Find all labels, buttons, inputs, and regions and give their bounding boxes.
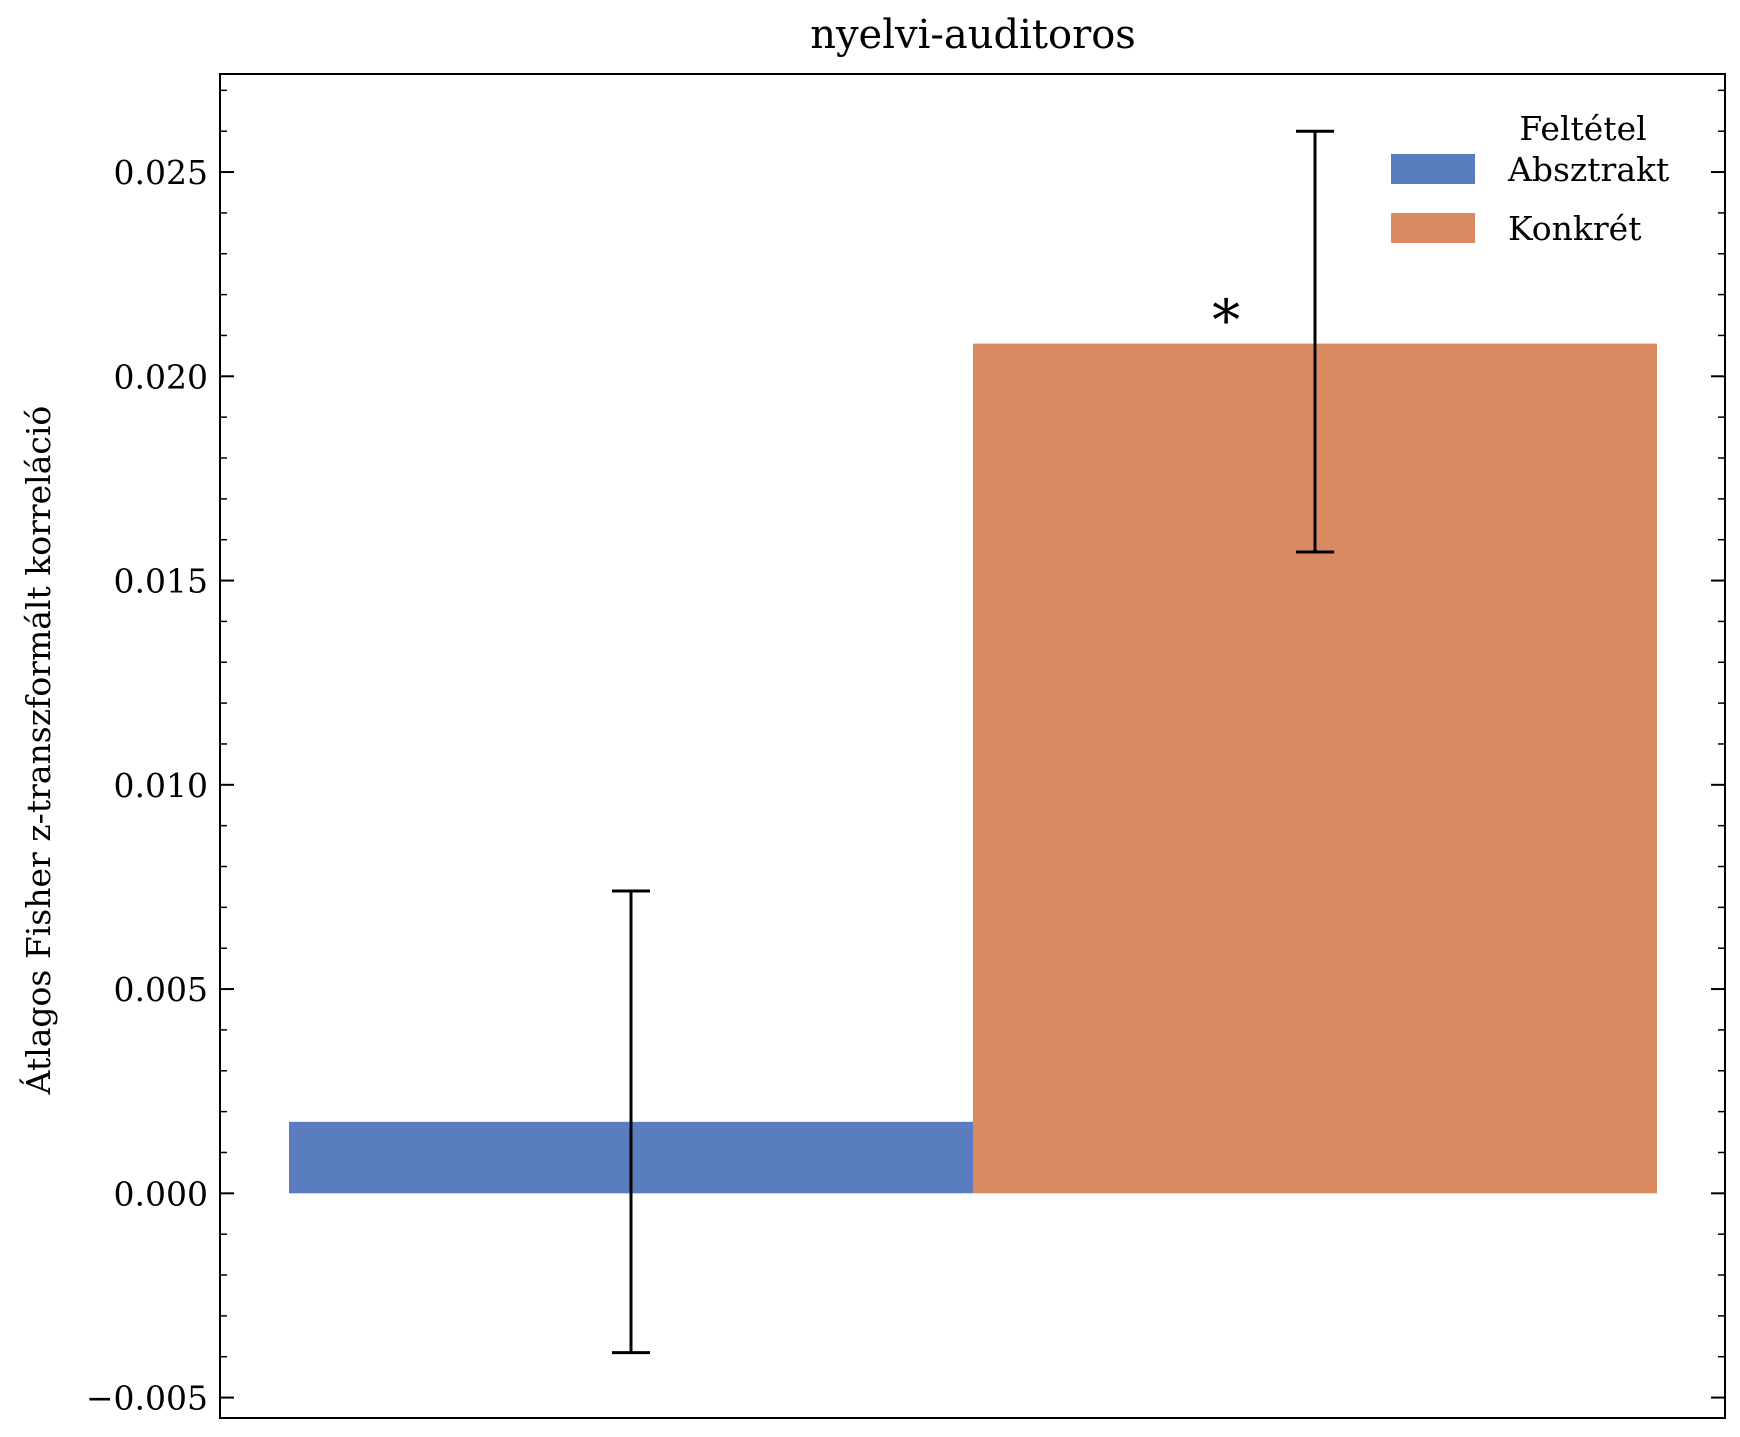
y-tick-label-6: 0.025 bbox=[114, 153, 208, 192]
legend-swatch-1 bbox=[1391, 213, 1475, 243]
legend-swatch-0 bbox=[1391, 154, 1475, 184]
y-tick-label-3: 0.010 bbox=[114, 766, 208, 805]
y-tick-label-2: 0.005 bbox=[114, 970, 208, 1009]
legend-label-1: Konkrét bbox=[1508, 209, 1641, 248]
chart-title: nyelvi-auditoros bbox=[810, 12, 1136, 58]
plot-area: * −0.005 0.000 0.005 0.010 0.015 0.020 0.025 bbox=[86, 73, 1726, 1419]
error-bar-0 bbox=[612, 889, 650, 1355]
y-tick-label-4: 0.015 bbox=[114, 562, 208, 601]
legend: Feltétel Absztrakt Konkrét bbox=[1391, 109, 1669, 248]
legend-title: Feltétel bbox=[1519, 109, 1646, 148]
legend-label-0: Absztrakt bbox=[1507, 150, 1669, 189]
y-tick-label-5: 0.020 bbox=[114, 357, 208, 396]
error-bar-1 bbox=[1296, 129, 1334, 554]
y-axis-label: Átlagos Fisher z-transzformált korreláci… bbox=[18, 406, 58, 1096]
y-tick-label-1: 0.000 bbox=[114, 1174, 208, 1213]
significance-annotation-0: * bbox=[1212, 289, 1240, 354]
y-tick-label-0: −0.005 bbox=[86, 1379, 208, 1418]
plot-frame bbox=[219, 73, 1726, 1419]
